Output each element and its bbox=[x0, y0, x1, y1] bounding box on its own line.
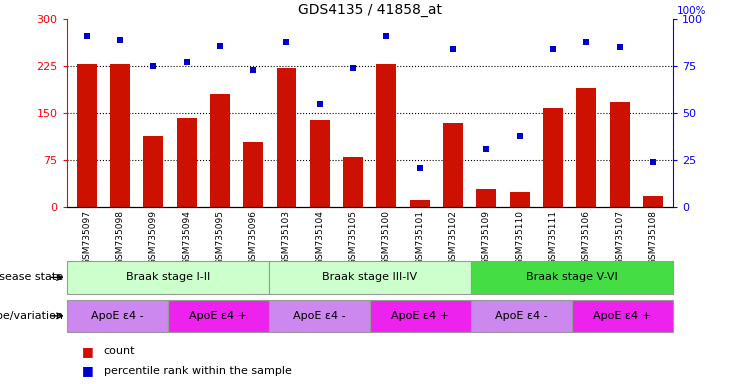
Point bbox=[314, 101, 326, 107]
Bar bbox=[167, 300, 269, 332]
Bar bbox=[471, 300, 572, 332]
Bar bbox=[543, 108, 563, 207]
Text: percentile rank within the sample: percentile rank within the sample bbox=[104, 366, 292, 376]
Bar bbox=[376, 65, 396, 207]
Point bbox=[547, 46, 559, 52]
Text: Braak stage III-IV: Braak stage III-IV bbox=[322, 272, 417, 283]
Point bbox=[480, 146, 492, 152]
Bar bbox=[572, 300, 673, 332]
Bar bbox=[243, 142, 263, 207]
Text: ■: ■ bbox=[82, 345, 93, 358]
Bar bbox=[269, 261, 471, 294]
Point bbox=[580, 39, 592, 45]
Text: ApoE ε4 -: ApoE ε4 - bbox=[293, 311, 345, 321]
Bar bbox=[67, 261, 269, 294]
Text: genotype/variation: genotype/variation bbox=[0, 311, 63, 321]
Text: ApoE ε4 -: ApoE ε4 - bbox=[91, 311, 144, 321]
Bar bbox=[76, 65, 96, 207]
Bar bbox=[67, 300, 167, 332]
Bar bbox=[643, 196, 663, 207]
Title: GDS4135 / 41858_at: GDS4135 / 41858_at bbox=[298, 3, 442, 17]
Point bbox=[647, 159, 659, 165]
Bar bbox=[476, 189, 496, 207]
Text: ApoE ε4 +: ApoE ε4 + bbox=[391, 311, 449, 321]
Text: ApoE ε4 -: ApoE ε4 - bbox=[495, 311, 548, 321]
Point bbox=[380, 33, 392, 39]
Bar bbox=[370, 300, 471, 332]
Text: Braak stage I-II: Braak stage I-II bbox=[125, 272, 210, 283]
Bar bbox=[343, 157, 363, 207]
Text: ApoE ε4 +: ApoE ε4 + bbox=[189, 311, 247, 321]
Bar bbox=[410, 200, 430, 207]
Text: disease state: disease state bbox=[0, 272, 63, 283]
Bar bbox=[143, 136, 163, 207]
Text: ApoE ε4 +: ApoE ε4 + bbox=[594, 311, 651, 321]
Bar bbox=[610, 102, 630, 207]
Text: ■: ■ bbox=[82, 364, 93, 377]
Bar bbox=[576, 88, 597, 207]
Point bbox=[81, 33, 93, 39]
Point bbox=[348, 65, 359, 71]
Bar bbox=[176, 118, 196, 207]
Bar bbox=[210, 94, 230, 207]
Bar bbox=[443, 123, 463, 207]
Point bbox=[281, 39, 293, 45]
Point bbox=[514, 133, 525, 139]
Text: 100%: 100% bbox=[677, 7, 706, 17]
Point bbox=[413, 165, 425, 171]
Bar bbox=[269, 300, 370, 332]
Bar bbox=[276, 68, 296, 207]
Point bbox=[447, 46, 459, 52]
Point bbox=[114, 37, 126, 43]
Point bbox=[147, 63, 159, 70]
Text: Braak stage V-VI: Braak stage V-VI bbox=[526, 272, 618, 283]
Text: count: count bbox=[104, 346, 136, 356]
Bar bbox=[110, 65, 130, 207]
Point bbox=[614, 45, 625, 51]
Bar bbox=[471, 261, 673, 294]
Bar bbox=[310, 119, 330, 207]
Bar bbox=[510, 192, 530, 207]
Point bbox=[214, 43, 226, 49]
Point bbox=[247, 67, 259, 73]
Point bbox=[181, 60, 193, 66]
